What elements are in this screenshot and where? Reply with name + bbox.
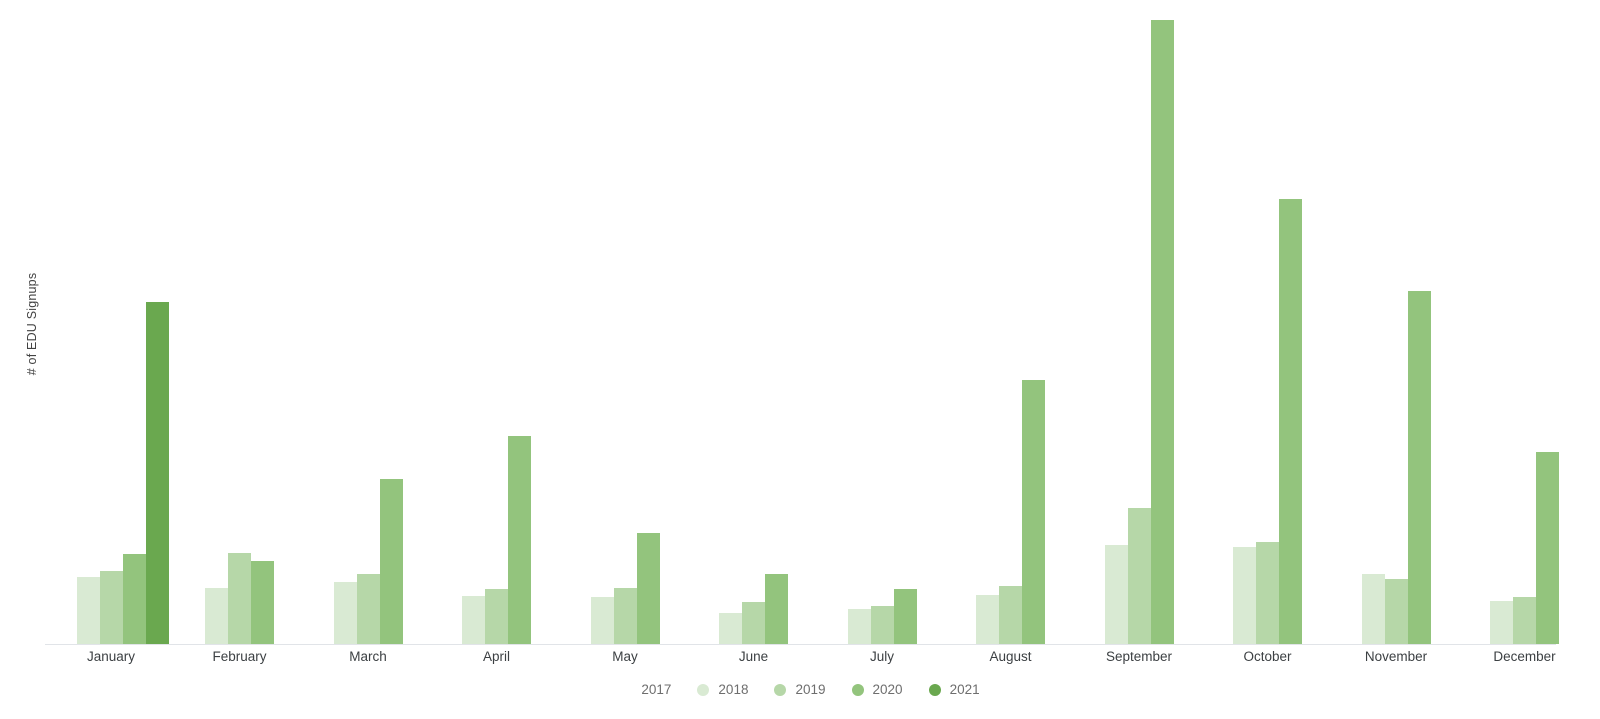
x-axis-label-february: February [212, 649, 267, 664]
legend-swatch-2021 [928, 683, 941, 696]
bar-2020-august[interactable] [1022, 380, 1045, 644]
bar-group-october [1210, 20, 1325, 644]
x-axis-label-april: April [482, 649, 511, 664]
x-axis-label-august: August [989, 649, 1032, 664]
bar-group-june [696, 20, 811, 644]
bar-2020-february[interactable] [251, 561, 274, 644]
bar-group-january [54, 20, 169, 644]
bar-2018-january[interactable] [76, 577, 100, 644]
bar-2020-april[interactable] [508, 436, 531, 644]
bar-2019-march[interactable] [356, 574, 380, 644]
x-axis-label-december: December [1493, 649, 1556, 664]
legend-swatch-2017 [620, 683, 633, 696]
bar-2019-february[interactable] [228, 553, 251, 644]
bar-2020-september[interactable] [1150, 20, 1174, 644]
bar-2020-october[interactable] [1279, 199, 1302, 644]
bar-2019-april[interactable] [485, 589, 508, 644]
bar-2019-june[interactable] [742, 602, 765, 644]
bar-2019-january[interactable] [99, 571, 123, 644]
bar-2018-december[interactable] [1490, 601, 1513, 644]
legend-item-2021[interactable]: 2021 [928, 682, 980, 697]
legend-label-2018: 2018 [718, 682, 749, 697]
bar-2018-november[interactable] [1361, 574, 1385, 644]
x-axis-line [45, 644, 1556, 645]
bar-group-september [1082, 20, 1197, 644]
legend-item-2018[interactable]: 2018 [697, 682, 748, 697]
bar-2018-august[interactable] [976, 595, 999, 644]
x-axis-label-june: June [738, 649, 769, 664]
bar-2020-january[interactable] [122, 554, 146, 644]
bar-group-april [439, 20, 554, 644]
bar-2020-july[interactable] [893, 589, 917, 644]
bar-group-march [311, 20, 426, 644]
bar-2018-march[interactable] [333, 582, 357, 644]
legend-item-2020[interactable]: 2020 [851, 682, 903, 697]
x-axis-label-september: September [1105, 649, 1173, 664]
legend-item-2017[interactable]: 2017 [620, 682, 671, 697]
bar-2020-june[interactable] [765, 574, 788, 644]
legend-label-2017: 2017 [641, 682, 672, 697]
legend-label-2020: 2020 [872, 682, 903, 697]
bar-2019-december[interactable] [1513, 597, 1536, 644]
bar-2018-october[interactable] [1233, 547, 1256, 644]
x-axis-label-march: March [349, 649, 387, 664]
legend-swatch-2019 [774, 683, 787, 696]
bar-2019-august[interactable] [999, 586, 1022, 644]
x-axis-label-july: July [869, 649, 895, 664]
bar-group-august [953, 20, 1068, 644]
bar-2018-february[interactable] [205, 588, 228, 644]
bar-2018-july[interactable] [847, 609, 871, 644]
bar-2020-november[interactable] [1407, 291, 1431, 644]
bar-2020-march[interactable] [379, 479, 403, 644]
bar-2019-september[interactable] [1127, 508, 1151, 644]
bar-2019-october[interactable] [1256, 542, 1279, 644]
bar-2019-july[interactable] [870, 606, 894, 644]
bar-2018-june[interactable] [719, 613, 742, 644]
bar-2019-november[interactable] [1384, 579, 1408, 644]
legend-swatch-2018 [697, 683, 710, 696]
y-axis-title: # of EDU Signups [25, 272, 39, 376]
bar-2018-april[interactable] [462, 596, 485, 644]
x-axis-label-october: October [1243, 649, 1292, 664]
bar-group-may [568, 20, 683, 644]
bar-group-july [825, 20, 940, 644]
bar-2020-may[interactable] [636, 533, 660, 644]
bar-2019-may[interactable] [613, 588, 637, 644]
bar-2018-september[interactable] [1104, 545, 1128, 644]
bar-2021-january[interactable] [145, 302, 169, 644]
legend-label-2021: 2021 [949, 682, 980, 697]
x-axis-label-november: November [1364, 649, 1428, 664]
x-axis-label-january: January [86, 649, 136, 664]
bar-group-november [1339, 20, 1454, 644]
legend-item-2019[interactable]: 2019 [774, 682, 826, 697]
legend-swatch-2020 [851, 683, 864, 696]
legend-label-2019: 2019 [795, 682, 826, 697]
bar-group-february [182, 20, 297, 644]
bar-2018-may[interactable] [590, 597, 614, 644]
x-axis-label-may: May [612, 649, 638, 664]
legend: 2017 2018 2019 2020 2021 [0, 682, 1600, 697]
bar-group-december [1467, 20, 1582, 644]
bar-2020-december[interactable] [1536, 452, 1559, 644]
